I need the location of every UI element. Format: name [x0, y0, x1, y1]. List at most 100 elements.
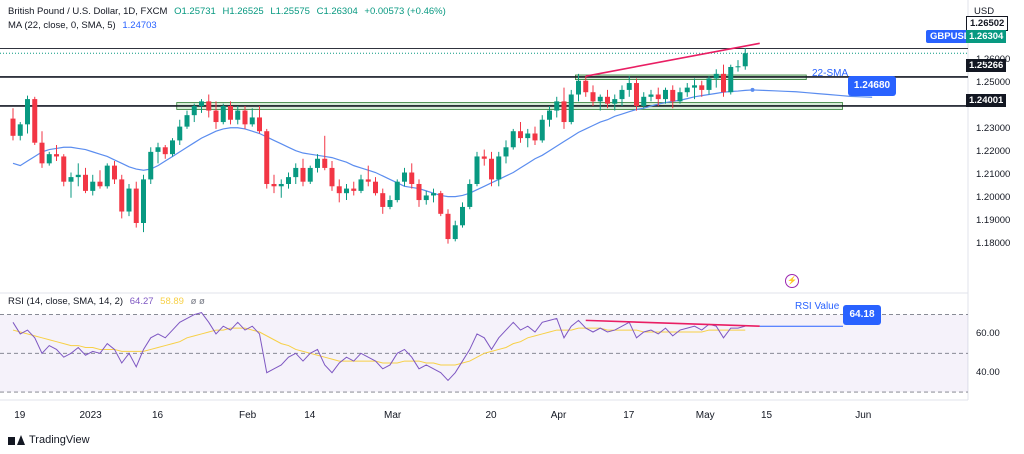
price-tick: 1.25000	[976, 77, 1011, 89]
candle-body	[677, 92, 683, 102]
time-tick: Feb	[239, 410, 257, 421]
rsi-header[interactable]: RSI (14, close, SMA, 14, 2) 64.27 58.89 …	[8, 296, 205, 307]
candle-body	[554, 101, 560, 111]
time-tick: Mar	[384, 410, 402, 421]
candle-body	[220, 105, 226, 123]
candle-body	[25, 99, 30, 125]
candle-body	[307, 167, 313, 182]
candle-body	[706, 78, 712, 90]
candle-body	[489, 158, 494, 180]
candle-body	[213, 110, 219, 123]
candle-body	[481, 156, 487, 159]
candle-body	[474, 156, 480, 184]
candle-body	[692, 85, 697, 88]
candle-body	[170, 140, 175, 155]
time-tick: 2023	[79, 410, 102, 421]
candle-body	[431, 193, 436, 196]
candle-body	[735, 66, 741, 68]
candle-body	[641, 96, 647, 106]
candle-body	[315, 158, 320, 168]
candle-body	[17, 124, 23, 136]
candle-body	[141, 179, 146, 223]
time-tick: Apr	[550, 410, 567, 421]
candle-body	[713, 73, 719, 79]
sr-zones	[176, 74, 843, 110]
candle-body	[721, 73, 726, 93]
candle-body	[162, 147, 168, 155]
candle-body	[104, 165, 110, 187]
ohlc-change: +0.00573 (+0.46%)	[364, 6, 446, 17]
rsi-extra: ø ø	[190, 296, 205, 307]
candle-body	[605, 96, 610, 104]
candle-body	[684, 87, 690, 93]
candle-body	[728, 66, 734, 93]
ma-header[interactable]: MA (22, close, 0, SMA, 5) 1.24703	[8, 20, 157, 31]
price-tag-top: 1.26502	[966, 16, 1009, 31]
price-tag-current: 1.26304	[966, 30, 1007, 43]
candle-body	[75, 174, 81, 178]
candle-body	[184, 115, 190, 127]
symbol-header: British Pound / U.S. Dollar, 1D, FXCM O1…	[8, 6, 446, 17]
candle-body	[278, 183, 284, 187]
time-tick: Jun	[855, 410, 872, 421]
candle-body	[61, 156, 67, 182]
lightning-icon[interactable]: ⚡	[785, 274, 799, 288]
candle-body	[510, 131, 516, 148]
candle-body	[271, 183, 277, 187]
rsi-sma-value: 58.89	[160, 296, 184, 307]
candle-body	[32, 99, 38, 143]
time-tick: 16	[152, 410, 164, 421]
candle-body	[576, 80, 581, 95]
time-tick: 19	[14, 410, 26, 421]
candle-body	[590, 92, 596, 102]
candle-body	[634, 83, 639, 106]
candle-body	[394, 181, 400, 201]
ohlc-close: C1.26304	[316, 6, 358, 17]
candle-body	[10, 118, 16, 136]
rsi-callout: 64.18	[843, 305, 881, 325]
price-tick: 1.22000	[976, 145, 1011, 157]
candle-body	[452, 225, 458, 240]
candle-body	[380, 193, 386, 207]
rsi-label: RSI (14, close, SMA, 14, 2)	[8, 296, 124, 307]
price-tick: 1.20000	[976, 191, 1011, 203]
price-tag-resistance: 1.25266	[966, 59, 1007, 72]
rsi-header-value: 64.27	[129, 296, 154, 307]
rsi-trendline	[585, 319, 760, 327]
tradingview-brand[interactable]: TradingView	[8, 434, 90, 446]
candle-body	[83, 174, 88, 191]
rsi-panel	[0, 312, 968, 393]
candle-body	[112, 165, 117, 180]
candle-body	[532, 133, 538, 141]
sma-callout: 1.24680	[848, 76, 896, 96]
candle-body	[228, 105, 233, 120]
candle-body	[583, 80, 589, 93]
candle-body	[438, 193, 444, 214]
candle-body	[119, 179, 125, 212]
candle-body	[358, 179, 364, 191]
candle-body	[344, 188, 349, 194]
candle-body	[191, 105, 197, 116]
candle-body	[249, 117, 255, 125]
candle-body	[699, 85, 705, 90]
candle-body	[242, 110, 248, 125]
candle-body	[90, 181, 96, 191]
rsi-line	[12, 312, 746, 382]
candle-body	[199, 101, 204, 106]
ma-point	[750, 87, 755, 92]
trendlines	[585, 42, 760, 77]
candle-body	[445, 213, 451, 240]
price-tick: 1.19000	[976, 214, 1011, 226]
candle-body	[155, 147, 161, 152]
candle-body	[547, 110, 552, 120]
candle-body	[742, 53, 748, 67]
candle-body	[351, 188, 357, 191]
candle-body	[619, 89, 625, 100]
candle-body	[39, 142, 45, 164]
candle-body	[670, 89, 676, 102]
sma-annotation: 22-SMA	[812, 68, 849, 79]
candle-body	[133, 188, 139, 223]
time-tick: 20	[485, 410, 497, 421]
ohlc-low: L1.25575	[270, 6, 310, 17]
